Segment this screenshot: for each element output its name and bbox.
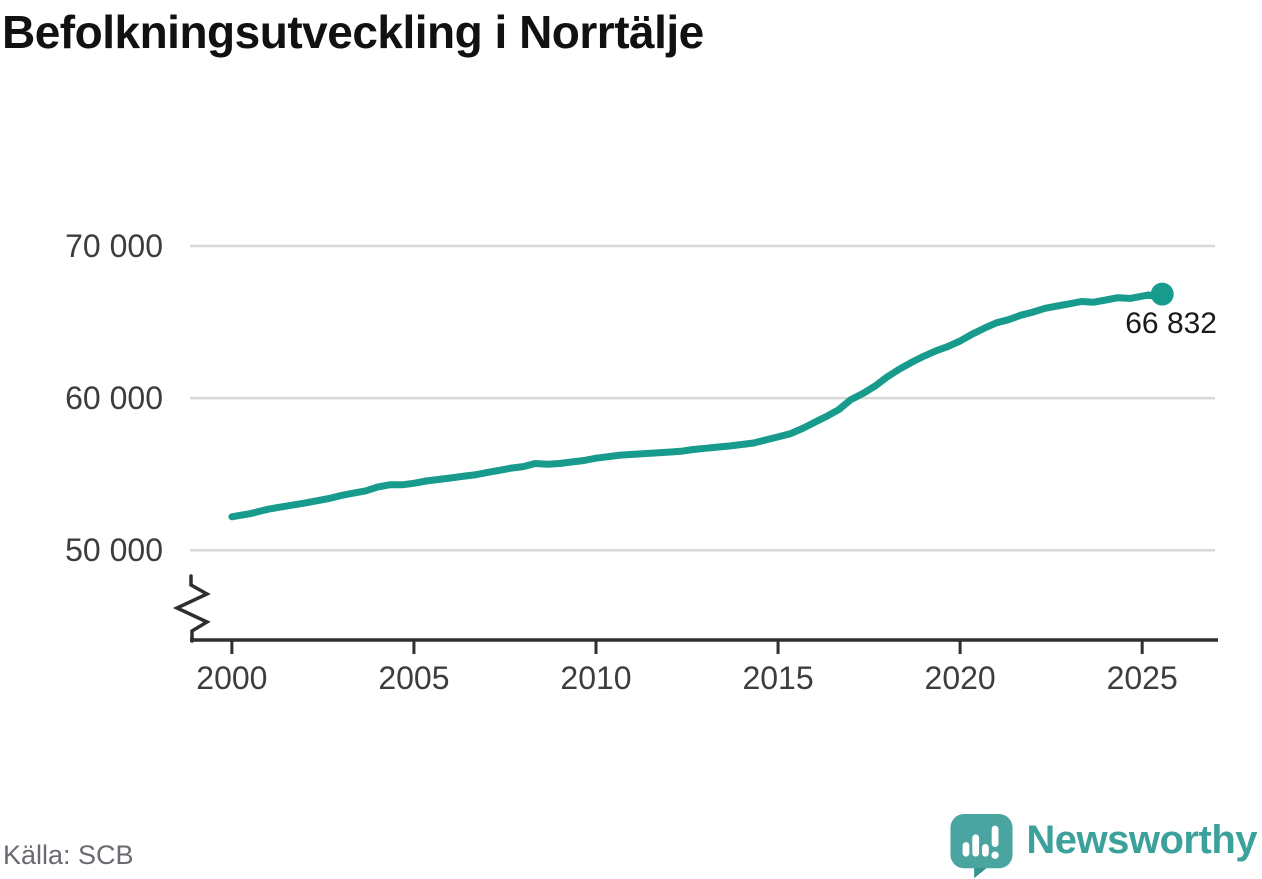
chart-title: Befolkningsutveckling i Norrtälje xyxy=(2,6,704,58)
y-tick-label-70000: 70 000 xyxy=(65,228,163,264)
newsworthy-bubble-barchart-icon xyxy=(950,814,1013,878)
axis-break-icon xyxy=(172,574,211,643)
x-tick-label-2010: 2010 xyxy=(560,660,631,696)
x-tick-label-2025: 2025 xyxy=(1107,660,1178,696)
x-tick-label-2015: 2015 xyxy=(742,660,813,696)
bar-3 xyxy=(982,844,990,857)
bar-2 xyxy=(972,834,980,857)
x-tick-label-2020: 2020 xyxy=(925,660,996,696)
y-tick-label-50000: 50 000 xyxy=(65,532,163,568)
latest-point-marker xyxy=(1150,282,1174,306)
newsworthy-logo: Newsworthy xyxy=(950,814,1257,878)
x-tick-label-2005: 2005 xyxy=(378,660,449,696)
y-tick-label-60000: 60 000 xyxy=(65,380,163,416)
exclamation-dot xyxy=(991,851,1000,859)
bar-1 xyxy=(962,842,970,857)
population-line xyxy=(228,290,1166,521)
x-tick-label-2000: 2000 xyxy=(196,660,267,696)
exclamation-bar xyxy=(992,825,999,847)
bubble-tail-shade xyxy=(974,868,987,878)
newsworthy-wordmark: Newsworthy xyxy=(1026,818,1257,862)
source-note: Källa: SCB xyxy=(3,840,134,870)
latest-value-label: 66 832 xyxy=(1125,307,1217,340)
